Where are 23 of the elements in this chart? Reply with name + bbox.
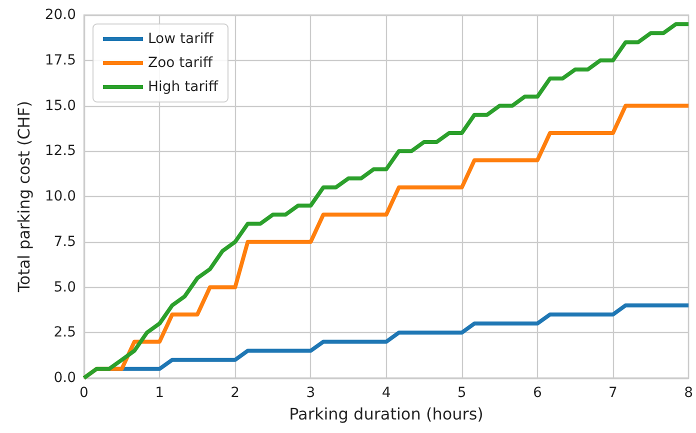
x-axis-title: Parking duration (hours) xyxy=(289,404,484,424)
x-tick-label: 4 xyxy=(382,385,391,401)
y-tick-label: 17.5 xyxy=(44,52,76,68)
x-tick-label: 0 xyxy=(80,385,88,401)
legend-label: Low tariff xyxy=(148,31,214,47)
y-tick-label: 5.0 xyxy=(54,279,76,296)
y-tick-label: 2.5 xyxy=(54,324,76,341)
x-tick-label: 7 xyxy=(608,385,618,401)
x-tick-label: 2 xyxy=(230,385,240,401)
x-tick-label: 5 xyxy=(457,385,466,401)
x-tick-label: 8 xyxy=(684,385,694,401)
y-tick-label: 15.0 xyxy=(44,98,76,114)
x-tick-label: 1 xyxy=(155,385,164,401)
y-tick-label: 7.5 xyxy=(54,234,76,250)
legend-label: High tariff xyxy=(148,79,218,95)
y-tick-label: 0.0 xyxy=(54,370,76,386)
x-tick-label: 3 xyxy=(306,385,316,401)
legend-label: Zoo tariff xyxy=(148,55,213,71)
y-axis-title: Total parking cost (CHF) xyxy=(14,100,34,294)
y-tick-label: 12.5 xyxy=(44,143,76,160)
y-tick-label: 10.0 xyxy=(44,188,76,204)
y-tick-label: 20.0 xyxy=(44,7,76,23)
x-tick-label: 6 xyxy=(532,385,542,401)
